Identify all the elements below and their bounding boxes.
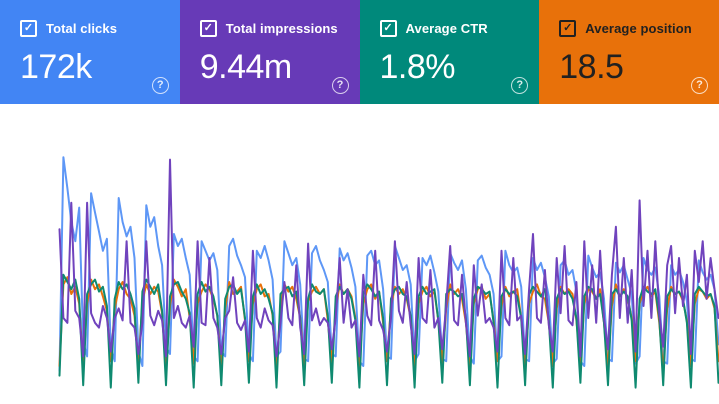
card-value: 9.44m (199, 48, 292, 86)
help-icon[interactable]: ? (331, 77, 349, 94)
metric-cards: ✓ Total clicks 172k ? ✓ Total impression… (0, 0, 719, 104)
checkbox-checked-icon[interactable]: ✓ (379, 20, 397, 37)
card-header: ✓ Average position (559, 20, 719, 37)
card-value: 18.5 (559, 48, 624, 86)
card-header: ✓ Average CTR (379, 20, 540, 37)
help-icon[interactable]: ? (691, 77, 708, 94)
checkbox-checked-icon[interactable]: ✓ (199, 20, 217, 37)
card-label: Average CTR (405, 21, 488, 36)
card-header: ✓ Total impressions (199, 20, 360, 37)
card-label: Average position (585, 21, 692, 36)
checkbox-checked-icon[interactable]: ✓ (20, 20, 37, 37)
card-header: ✓ Total clicks (20, 20, 180, 37)
card-average-ctr[interactable]: ✓ Average CTR 1.8% ? (359, 0, 540, 104)
card-label: Total clicks (46, 21, 118, 36)
impressions-line (58, 158, 719, 358)
card-total-clicks[interactable]: ✓ Total clicks 172k ? (0, 0, 180, 104)
card-average-position[interactable]: ✓ Average position 18.5 ? (539, 0, 719, 104)
card-value: 1.8% (379, 48, 456, 86)
card-label: Total impressions (225, 21, 338, 36)
performance-chart-svg (58, 156, 719, 389)
performance-chart (0, 104, 719, 404)
card-total-impressions[interactable]: ✓ Total impressions 9.44m ? (179, 0, 360, 104)
card-value: 172k (20, 48, 92, 86)
checkbox-checked-icon[interactable]: ✓ (559, 20, 577, 37)
help-icon[interactable]: ? (511, 77, 529, 94)
help-icon[interactable]: ? (151, 77, 169, 94)
